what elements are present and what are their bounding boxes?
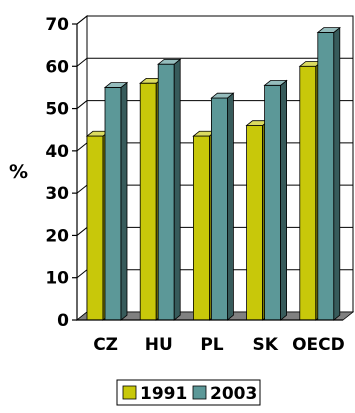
bar-side (120, 81, 128, 321)
gridline-diagonal (76, 269, 88, 279)
bar-front (157, 63, 175, 321)
bar-2003-CZ (103, 81, 129, 321)
gridline-diagonal (76, 142, 88, 152)
y-tick-label: 50 (45, 100, 69, 120)
bar-2003-PL (210, 92, 235, 321)
gridline-diagonal (76, 57, 88, 67)
bar-top (157, 58, 182, 65)
bar-top (316, 27, 341, 33)
bar-side (333, 26, 341, 321)
y-tick-label: 40 (45, 142, 69, 162)
gridline-diagonal (76, 15, 88, 25)
legend-label: 2003 (210, 384, 257, 404)
y-tick-labels: 0 10 20 30 40 50 60 70 (45, 15, 69, 331)
bar-front (192, 135, 210, 321)
bar-front (139, 82, 157, 321)
y-tick-label: 20 (45, 226, 69, 246)
bars (85, 26, 341, 321)
bar-2003-OECD (316, 26, 341, 321)
y-tick-label: 0 (57, 311, 69, 331)
bar-front (246, 125, 264, 321)
gridline-diagonal (76, 184, 88, 194)
bar-2003-SK (263, 79, 288, 321)
x-category-label: PL (200, 335, 223, 355)
x-category-label: SK (252, 335, 278, 355)
legend-swatch (122, 385, 137, 400)
bar-side (173, 58, 181, 321)
y-axis (72, 23, 343, 321)
y-tick-label: 30 (45, 184, 69, 204)
bar-front (264, 84, 282, 321)
x-category-label: CZ (93, 335, 118, 355)
y-tick-label: 10 (45, 269, 69, 289)
bar-top (210, 92, 235, 99)
legend: 1991 2003 (116, 379, 261, 406)
bar-front (299, 65, 317, 321)
gridline-diagonal (76, 100, 88, 109)
legend-box (116, 379, 261, 406)
legend-label: 1991 (140, 384, 187, 404)
x-category-labels: CZ HU PL SK OECD (93, 335, 345, 355)
bar-front (317, 32, 335, 321)
bar-2003-HU (157, 58, 182, 321)
bar-side (226, 92, 234, 321)
bar-front (210, 97, 228, 321)
bar-top (103, 82, 129, 88)
y-tick-label: 70 (45, 15, 69, 35)
legend-swatch (192, 385, 207, 400)
bar-front (86, 135, 104, 321)
y-axis-label: % (9, 161, 28, 183)
y-tick-label: 60 (45, 57, 69, 77)
x-category-label: OECD (292, 335, 345, 355)
bar-front (104, 87, 122, 321)
side-wall (76, 14, 88, 322)
gridline-diagonal (76, 227, 88, 236)
x-category-label: HU (145, 335, 173, 355)
bar-top (263, 80, 288, 86)
bar-side (280, 79, 288, 321)
